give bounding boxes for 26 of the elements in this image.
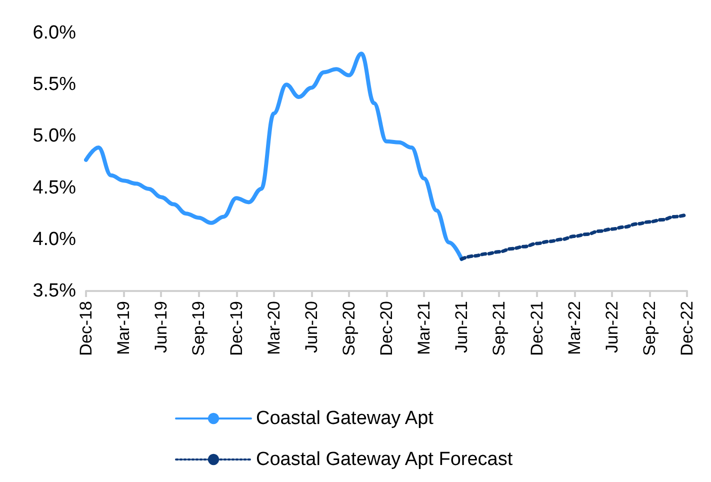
x-tick-label: Jun-20	[302, 301, 321, 353]
x-tick-label: Mar-19	[114, 301, 134, 355]
x-tick-label: Dec-18	[76, 301, 96, 356]
x-tick-label: Jun-19	[152, 301, 171, 353]
y-tick-label: 4.0%	[32, 228, 76, 250]
x-tick-label: Dec-22	[678, 301, 696, 356]
y-tick-label: 5.0%	[32, 126, 76, 147]
x-tick-label: Sep-19	[189, 301, 208, 356]
x-tick-label: Sep-21	[490, 301, 509, 356]
x-tick-label: Mar-21	[414, 301, 434, 355]
y-tick-label: 3.5%	[32, 280, 76, 302]
legend-label: Coastal Gateway Apt Forecast	[256, 449, 514, 470]
x-tick-label: Mar-22	[564, 301, 584, 355]
x-tick-label: Dec-19	[226, 301, 246, 356]
y-tick-label: 6.0%	[32, 22, 76, 44]
x-tick-label: Sep-22	[640, 301, 659, 356]
x-tick-label: Dec-20	[377, 301, 396, 356]
y-tick-label: 4.5%	[32, 177, 76, 198]
y-tick-label: 5.5%	[32, 74, 76, 96]
legend-label: Coastal Gateway Apt	[256, 408, 434, 429]
x-tick-label: Sep-20	[339, 301, 358, 356]
x-tick-label: Jun-22	[602, 301, 622, 353]
line-series	[84, 52, 464, 262]
x-tick-label: Mar-20	[264, 301, 284, 355]
x-tick-label: Dec-21	[527, 301, 546, 356]
x-tick-label: Jun-21	[452, 301, 472, 353]
